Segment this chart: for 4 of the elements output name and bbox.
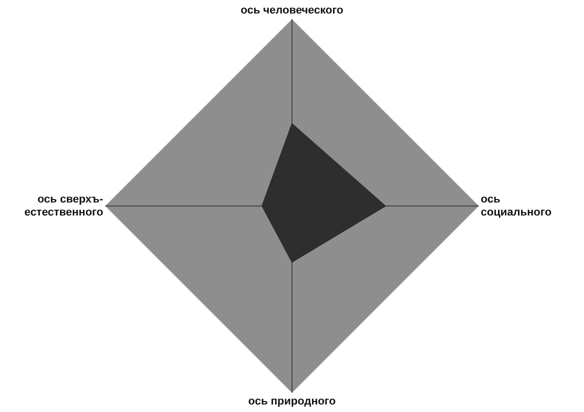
spoke-label: ось человеческого	[240, 4, 344, 17]
spoke-label: ось сверхъ- естественного	[24, 193, 104, 219]
spoke-label: ось социального	[480, 193, 552, 219]
spoke-label: ось природного	[248, 395, 336, 408]
